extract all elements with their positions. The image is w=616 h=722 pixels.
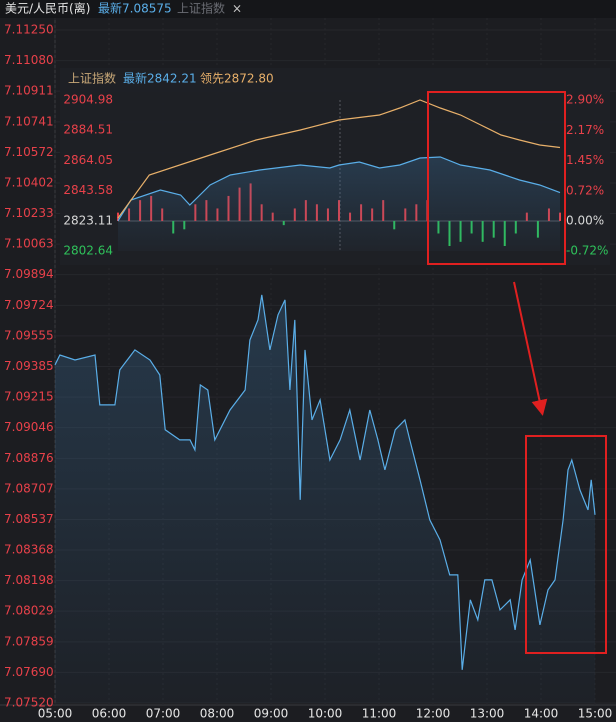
main-chart: 7.11250 7.11080 7.10911 7.10741 7.10572 7.104… bbox=[4, 18, 616, 721]
y2-tick-label: 2.90% bbox=[566, 93, 604, 107]
line-area bbox=[55, 294, 595, 703]
y2-tick-label: 2.17% bbox=[566, 123, 604, 137]
highlight-box bbox=[427, 91, 566, 265]
y-tick-label: 7.09046 bbox=[4, 420, 54, 434]
y-tick-label: 2823.11 bbox=[63, 213, 113, 227]
y-tick-label: 7.09894 bbox=[4, 267, 54, 281]
line-area bbox=[118, 157, 560, 251]
y-tick-label: 7.10911 bbox=[4, 84, 54, 98]
y-tick-label: 2864.05 bbox=[63, 153, 113, 167]
highlight-box bbox=[525, 435, 607, 654]
y-tick-label: 7.09555 bbox=[4, 328, 54, 342]
y-tick-label: 2843.58 bbox=[63, 183, 113, 197]
line bbox=[117, 156, 561, 222]
y-tick-label: 7.09385 bbox=[4, 359, 54, 373]
x-tick-label: 11:00 bbox=[362, 707, 397, 721]
x-tick-label: 08:00 bbox=[200, 707, 235, 721]
y-tick-label: 2884.51 bbox=[63, 123, 113, 137]
y-tick-label: 7.11080 bbox=[4, 53, 54, 67]
y-tick-label: 2802.64 bbox=[63, 244, 113, 258]
arrow bbox=[513, 281, 548, 416]
y-tick-label: 7.10741 bbox=[4, 114, 54, 128]
y-tick-label: 7.08029 bbox=[4, 604, 54, 618]
y-tick-label: 7.07520 bbox=[4, 696, 54, 710]
y-tick-label: 7.10572 bbox=[4, 145, 54, 159]
tab-latest: 最新7.08575 bbox=[98, 1, 172, 16]
y2-tick-label: 0.72% bbox=[566, 183, 604, 197]
y-tick-label: 7.08876 bbox=[4, 451, 54, 465]
y2-tick-label: -0.72% bbox=[566, 244, 608, 258]
y-tick-label: 7.10233 bbox=[4, 206, 54, 220]
y-tick-label: 2904.98 bbox=[63, 93, 113, 107]
y-tick-label: 7.09724 bbox=[4, 298, 54, 312]
tab-close[interactable]: × bbox=[232, 2, 242, 16]
y-tick-label: 7.07859 bbox=[4, 634, 54, 648]
tab-index[interactable]: 上证指数 bbox=[177, 1, 225, 16]
legend-label: 领先2872.80 bbox=[200, 72, 274, 86]
y2-tick-label: 1.45% bbox=[566, 153, 604, 167]
y-tick-label: 7.08198 bbox=[4, 573, 54, 587]
y-tick-label: 7.11250 bbox=[4, 23, 54, 37]
x-tick-label: 06:00 bbox=[92, 707, 127, 721]
inset-title: 上证指数 bbox=[68, 71, 116, 86]
y-tick-label: 7.08707 bbox=[4, 481, 54, 495]
x-tick-label: 10:00 bbox=[308, 707, 343, 721]
x-tick-label: 13:00 bbox=[470, 707, 505, 721]
tab-title[interactable]: 美元/人民币(离) bbox=[5, 1, 90, 16]
y-tick-label: 7.10402 bbox=[4, 176, 54, 190]
x-tick-label: 07:00 bbox=[146, 707, 181, 721]
x-tick-label: 14:00 bbox=[524, 707, 559, 721]
y-tick-label: 7.10063 bbox=[4, 237, 54, 251]
x-tick-label: 12:00 bbox=[416, 707, 451, 721]
y-tick-label: 7.07690 bbox=[4, 665, 54, 679]
y-tick-label: 7.08537 bbox=[4, 512, 54, 526]
y2-tick-label: 0.00% bbox=[566, 213, 604, 227]
legend-label: 最新2842.21 bbox=[123, 71, 197, 86]
line bbox=[54, 294, 596, 670]
y-tick-label: 7.09215 bbox=[4, 390, 54, 404]
line bbox=[117, 99, 561, 219]
inset-chart: 上证指数 2904.98 2884.51 2864.05 2843.58 2823.11… bbox=[60, 68, 610, 265]
tab-bar bbox=[0, 0, 616, 18]
x-tick-label: 09:00 bbox=[254, 707, 289, 721]
x-tick-label: 15:00 bbox=[578, 707, 613, 721]
x-tick-label: 05:00 bbox=[38, 707, 73, 721]
y-tick-label: 7.08368 bbox=[4, 542, 54, 556]
